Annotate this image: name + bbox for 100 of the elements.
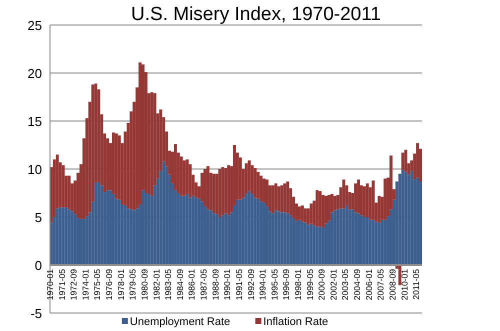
bar	[260, 176, 263, 202]
y-tick-label: 0	[34, 258, 42, 273]
bar	[401, 152, 404, 170]
bar	[118, 200, 121, 265]
bar	[209, 210, 212, 265]
x-tick-label: 1975-05	[92, 268, 102, 300]
bar	[227, 215, 230, 265]
bar	[114, 133, 118, 199]
x-tick-label: 1996-09	[281, 268, 292, 300]
bar	[215, 214, 218, 265]
bar	[384, 178, 387, 220]
chart-title: U.S. Misery Index, 1970-2011	[131, 4, 381, 25]
bar	[212, 174, 216, 214]
bar	[180, 196, 183, 265]
bar	[298, 206, 301, 220]
bar	[221, 167, 224, 216]
bar	[339, 208, 342, 265]
bar	[254, 168, 257, 198]
legend-label: Unemployment Rate	[130, 316, 230, 328]
x-tick-label: 1979-05	[128, 268, 138, 300]
bar	[416, 143, 420, 178]
bar	[277, 211, 280, 265]
x-tick-label: 2011-05	[411, 268, 422, 300]
x-tick-label: 1982-01	[151, 268, 162, 300]
bar	[274, 210, 278, 265]
bar	[306, 224, 310, 265]
bar	[304, 208, 307, 223]
bar	[174, 144, 177, 190]
x-tick-label: 2007-05	[376, 268, 386, 300]
bar	[97, 182, 100, 265]
bar	[56, 208, 59, 265]
bar	[224, 168, 228, 214]
bar	[248, 191, 251, 265]
bar	[64, 207, 68, 265]
bar	[271, 213, 274, 265]
x-tick-label: 1971-05	[56, 268, 67, 300]
y-tick-label: 5	[34, 210, 42, 225]
bar	[74, 214, 77, 265]
x-tick-label: 1999-05	[304, 268, 315, 300]
bar	[70, 211, 74, 265]
bar	[378, 196, 381, 223]
bar	[221, 215, 224, 265]
bar	[238, 200, 242, 265]
bar	[327, 194, 330, 221]
bar	[68, 176, 71, 210]
x-tick-label: 1983-05	[163, 268, 174, 300]
bar	[182, 196, 186, 265]
x-tick-label: 2006-01	[364, 268, 374, 300]
x-tick-label: 1987-05	[198, 268, 208, 300]
bar	[351, 209, 354, 265]
bar	[248, 160, 251, 192]
bar	[256, 172, 260, 199]
bar	[256, 198, 260, 265]
x-tick-label: 1990-01	[222, 268, 232, 300]
bar	[401, 170, 404, 265]
bar	[368, 220, 372, 265]
x-tick-label: 2008-09	[387, 268, 398, 300]
bar	[348, 209, 352, 265]
x-tick-label: 2004-09	[352, 268, 362, 300]
bar	[374, 222, 378, 265]
y-tick-label: 20	[28, 66, 42, 81]
bar	[58, 207, 62, 265]
y-tick-label: 15	[28, 114, 42, 129]
bar	[366, 217, 369, 265]
x-tick-label: 1994-01	[258, 268, 268, 300]
bar	[333, 210, 336, 265]
bar	[398, 174, 402, 265]
bar	[380, 220, 384, 265]
bar	[147, 194, 150, 265]
bar	[286, 213, 290, 265]
bar	[188, 198, 192, 265]
x-tick-label: 1972-09	[68, 268, 79, 300]
x-tick-label: 1992-09	[246, 268, 256, 300]
bar	[362, 186, 366, 217]
bar	[203, 169, 206, 206]
bar	[130, 209, 133, 265]
bar	[194, 198, 198, 265]
x-tick-label: 1980-09	[139, 268, 150, 300]
bar	[162, 161, 166, 265]
bar	[132, 210, 136, 265]
bar	[318, 191, 322, 227]
bar	[274, 183, 278, 210]
bar	[138, 62, 142, 205]
x-tick-label: 2003-05	[340, 268, 350, 300]
y-tick-label: 25	[28, 18, 42, 33]
bar	[254, 198, 257, 265]
legend-label: Inflation Rate	[263, 316, 328, 328]
bar	[182, 160, 186, 196]
bar	[100, 185, 104, 265]
bar	[357, 180, 360, 214]
bar	[192, 196, 195, 265]
x-tick-label: 2000-09	[316, 268, 327, 300]
x-tick-label: 1978-01	[116, 268, 126, 300]
bar	[336, 209, 340, 265]
x-tick-label: 2010-01	[399, 268, 410, 300]
x-tick-label: 1974-01	[80, 268, 90, 300]
bar	[242, 198, 245, 265]
bar	[322, 228, 325, 265]
bar	[345, 205, 348, 265]
x-tick-label: 1991-05	[234, 268, 244, 300]
